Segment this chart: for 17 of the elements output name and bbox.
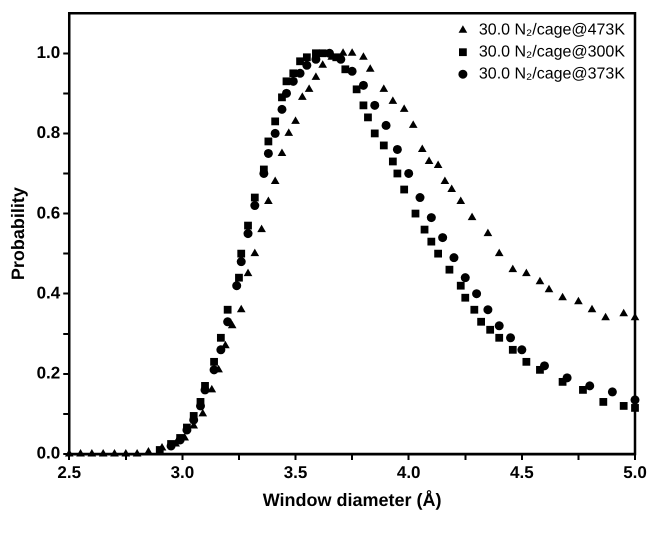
x-tick-label: 2.5 [57, 462, 82, 482]
legend-label: 30.0 N₂/cage@473K [478, 22, 626, 39]
y-tick-label: 1.0 [36, 42, 60, 62]
legend-label: 30.0 N₂/cage@300K [478, 44, 626, 61]
x-axis-title: Window diameter (Å) [262, 490, 442, 510]
y-tick-label: 0.4 [36, 283, 61, 302]
y-tick-label: 0.8 [36, 123, 60, 142]
y-tick-label: 0.2 [36, 364, 60, 383]
x-tick-label: 4.0 [396, 462, 421, 482]
y-axis-title: Probability [8, 187, 28, 280]
y-tick-label: 0.0 [36, 444, 60, 463]
x-tick-label: 4.5 [510, 462, 534, 482]
legend-label: 30.0 N₂/cage@373K [478, 66, 626, 83]
y-tick-label: 0.6 [36, 203, 60, 222]
x-tick-label: 3.5 [284, 462, 308, 482]
x-tick-label: 5.0 [623, 462, 647, 482]
x-tick-label: 3.0 [170, 462, 194, 482]
